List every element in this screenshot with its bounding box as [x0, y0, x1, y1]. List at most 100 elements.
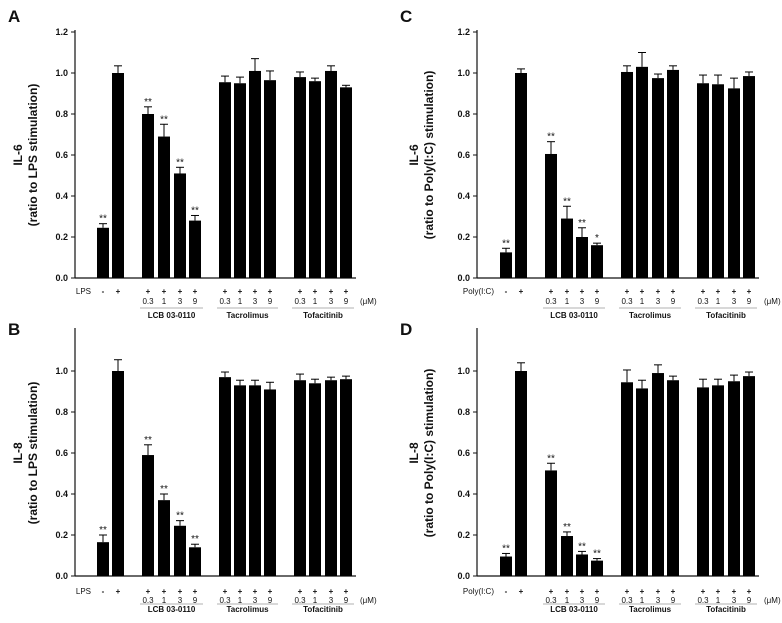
stimulus-plus: +	[640, 287, 645, 296]
stimulus-plus: +	[193, 587, 198, 596]
concentration-label: 1	[238, 297, 243, 306]
bar	[728, 88, 740, 278]
bar	[697, 387, 709, 576]
stimulus-plus: +	[298, 287, 303, 296]
stimulus-plus: +	[253, 587, 258, 596]
panel-letter: C	[400, 7, 412, 26]
concentration-label: 1	[640, 596, 645, 605]
concentration-label: 3	[253, 297, 258, 306]
stimulus-plus: +	[595, 587, 600, 596]
concentration-label: 0.3	[545, 297, 557, 306]
bar	[112, 371, 124, 576]
stimulus-plus: +	[146, 287, 151, 296]
concentration-label: 9	[595, 297, 600, 306]
y-axis-label-top: IL-6	[11, 144, 25, 166]
stimulus-label: Poly(I:C)	[463, 587, 494, 596]
unit-label: (μM)	[360, 596, 377, 605]
stimulus-plus: +	[193, 287, 198, 296]
concentration-label: 9	[671, 596, 676, 605]
significance-marker: **	[547, 132, 555, 143]
bar	[174, 525, 186, 576]
control-sign: +	[116, 287, 121, 296]
y-tick-label: 0.8	[457, 407, 470, 417]
stimulus-plus: +	[565, 587, 570, 596]
group-label: Tacrolimus	[629, 311, 672, 320]
significance-marker: **	[502, 238, 510, 249]
panel-letter: B	[8, 320, 20, 339]
significance-marker: **	[578, 541, 586, 552]
bar	[309, 81, 321, 278]
bar	[158, 500, 170, 576]
stimulus-label: Poly(I:C)	[463, 287, 494, 296]
stimulus-plus: +	[223, 287, 228, 296]
significance-marker: **	[191, 534, 199, 545]
concentration-label: 0.3	[142, 596, 154, 605]
concentration-label: 1	[162, 297, 167, 306]
stimulus-plus: +	[716, 587, 721, 596]
unit-label: (μM)	[764, 596, 781, 605]
bar	[189, 547, 201, 576]
stimulus-plus: +	[625, 587, 630, 596]
concentration-label: 9	[747, 596, 752, 605]
y-tick-label: 0.4	[55, 489, 68, 499]
significance-marker: **	[160, 484, 168, 495]
bar	[112, 73, 124, 278]
control-sign: +	[519, 287, 524, 296]
y-tick-label: 0.0	[55, 571, 68, 581]
bar	[561, 536, 573, 576]
stimulus-plus: +	[162, 587, 167, 596]
stimulus-plus: +	[656, 587, 661, 596]
control-sign: +	[116, 587, 121, 596]
y-tick-label: 0.4	[457, 191, 470, 201]
bar	[142, 114, 154, 278]
bar	[500, 252, 512, 278]
concentration-label: 0.3	[142, 297, 154, 306]
group-label: Tofacitinib	[303, 605, 343, 614]
significance-marker: **	[547, 453, 555, 464]
stimulus-plus: +	[329, 587, 334, 596]
concentration-label: 1	[238, 596, 243, 605]
concentration-label: 3	[178, 297, 183, 306]
y-tick-label: 0.8	[55, 109, 68, 119]
concentration-label: 1	[716, 596, 721, 605]
group-label: Tacrolimus	[629, 605, 672, 614]
y-tick-label: 0.0	[55, 273, 68, 283]
y-tick-label: 1.2	[55, 27, 68, 37]
group-label: LCB 03-0110	[148, 605, 196, 614]
bar	[712, 84, 724, 279]
concentration-label: 9	[344, 596, 349, 605]
y-tick-label: 1.2	[457, 27, 470, 37]
concentration-label: 3	[656, 297, 661, 306]
panel-d: D IL-8 (ratio to Poly(I:C) stimulation) 0.0…	[400, 320, 781, 614]
group-label: Tacrolimus	[226, 605, 269, 614]
y-tick-label: 0.8	[55, 407, 68, 417]
stimulus-plus: +	[268, 287, 273, 296]
stimulus-plus: +	[162, 287, 167, 296]
y-axis-label-top: IL-6	[407, 144, 421, 166]
stimulus-plus: +	[565, 287, 570, 296]
concentration-label: 0.3	[294, 596, 306, 605]
bar	[97, 542, 109, 576]
stimulus-plus: +	[701, 587, 706, 596]
concentration-label: 3	[329, 596, 334, 605]
y-tick-label: 0.4	[457, 489, 470, 499]
bar	[636, 388, 648, 576]
y-tick-label: 0.6	[55, 150, 68, 160]
stimulus-plus: +	[146, 587, 151, 596]
concentration-label: 3	[732, 596, 737, 605]
group-label: Tofacitinib	[303, 311, 343, 320]
y-tick-label: 1.0	[457, 68, 470, 78]
concentration-label: 9	[747, 297, 752, 306]
bar	[545, 470, 557, 576]
stimulus-plus: +	[253, 287, 258, 296]
concentration-label: 0.3	[545, 596, 557, 605]
significance-marker: *	[595, 233, 599, 244]
bar	[340, 379, 352, 576]
y-tick-label: 1.0	[457, 366, 470, 376]
bar	[728, 381, 740, 576]
concentration-label: 0.3	[219, 596, 231, 605]
group-label: LCB 03-0110	[550, 311, 598, 320]
y-tick-label: 1.0	[55, 68, 68, 78]
y-tick-label: 0.0	[457, 571, 470, 581]
panel-letter: A	[8, 7, 20, 26]
